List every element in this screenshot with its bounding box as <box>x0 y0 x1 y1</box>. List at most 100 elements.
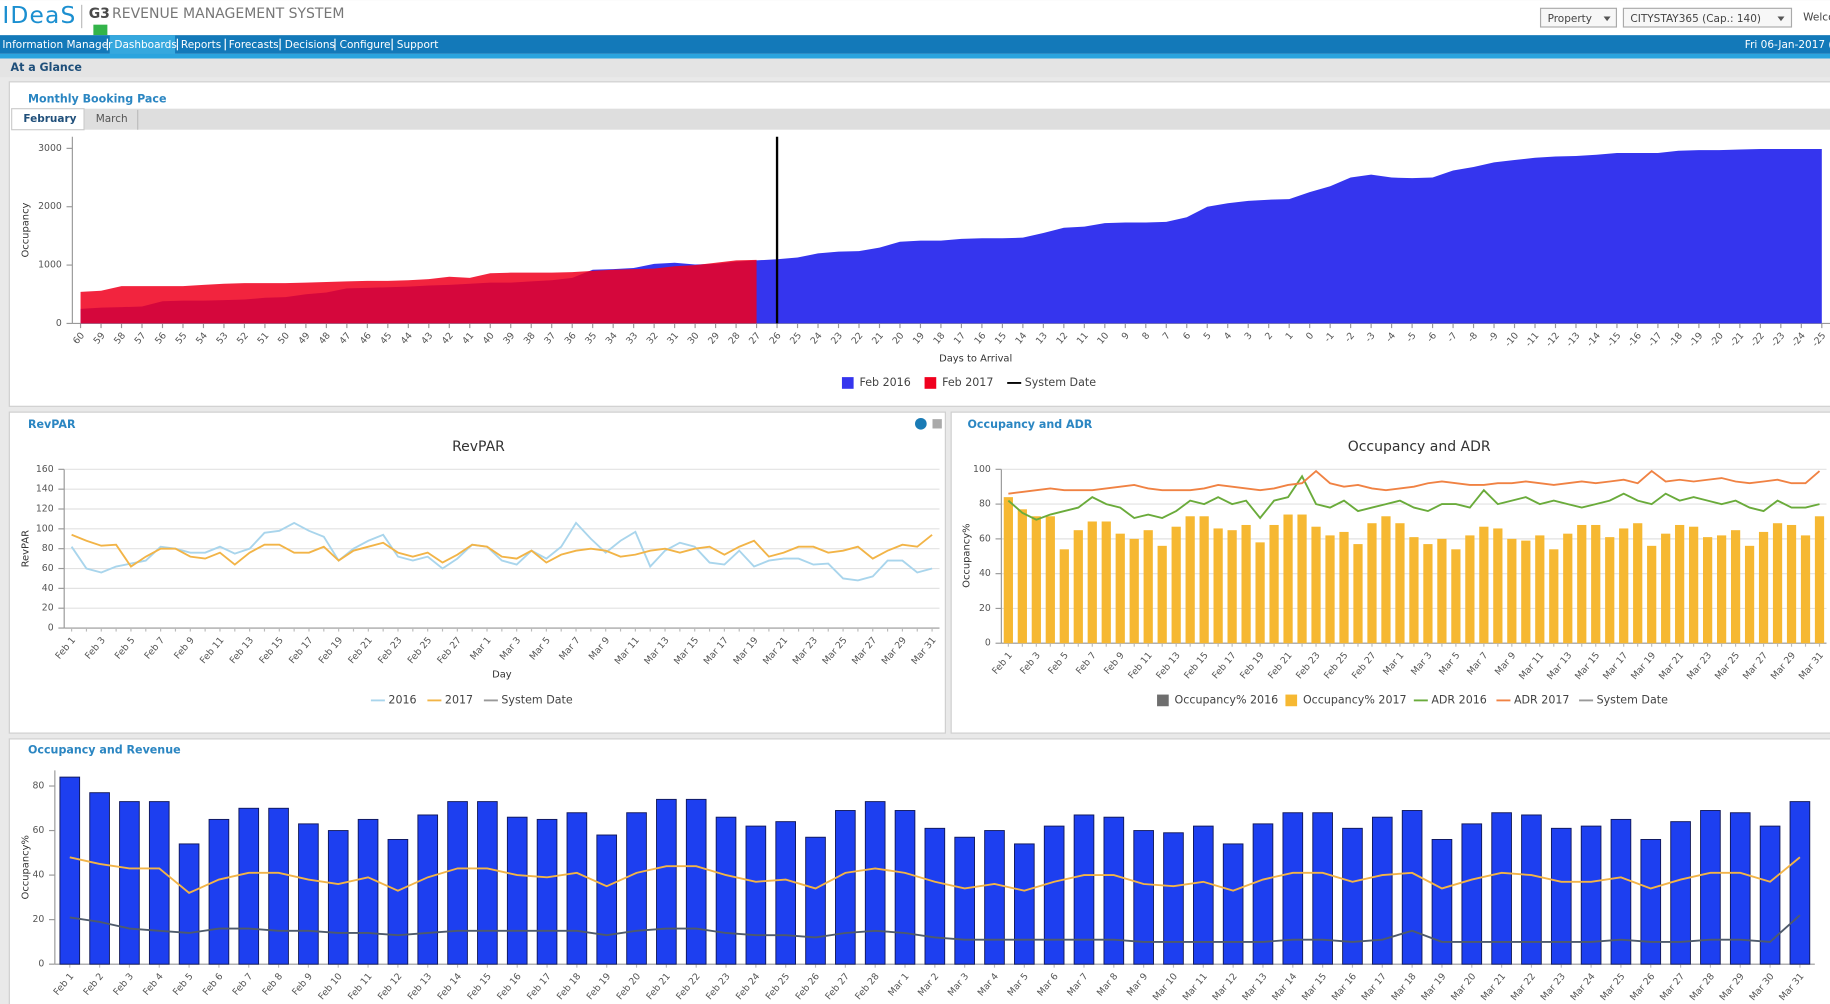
bar <box>506 816 528 965</box>
bar <box>1550 827 1572 965</box>
y-tick-label: 40 <box>32 870 44 881</box>
tab[interactable]: March <box>96 113 128 125</box>
bar <box>178 843 200 965</box>
y-tick-label: 60 <box>42 563 54 574</box>
bar <box>357 818 379 965</box>
property-select[interactable] <box>1539 7 1618 28</box>
bar <box>1003 497 1013 644</box>
y-tick-label: 40 <box>979 568 991 579</box>
legend-label: System Date <box>1597 693 1668 706</box>
legend-label: Feb 2016 <box>859 376 910 389</box>
legend-label: System Date <box>1025 376 1096 389</box>
nav-bar <box>0 35 1830 54</box>
dropdown-arrow <box>1777 16 1785 22</box>
tab-active[interactable] <box>11 108 85 131</box>
bar <box>1367 523 1377 644</box>
bar <box>1325 535 1335 644</box>
y-tick-label: 80 <box>979 499 991 510</box>
bar <box>1199 516 1209 644</box>
y-tick-label: 120 <box>36 504 54 515</box>
bar <box>1437 538 1447 644</box>
y-tick-label: 2000 <box>38 201 62 212</box>
bar <box>1381 516 1391 644</box>
property-select-label: Property <box>1548 13 1592 25</box>
y-tick-label: 40 <box>42 583 54 594</box>
bar <box>1282 812 1304 965</box>
y-tick-label: 60 <box>32 825 44 836</box>
property-value-select[interactable] <box>1622 7 1793 28</box>
nav-item[interactable]: Decisions <box>285 39 335 51</box>
y-tick-label: 3000 <box>38 143 62 154</box>
bar <box>1014 843 1035 965</box>
bar <box>1171 526 1181 644</box>
bar <box>1465 535 1475 644</box>
y-tick-label: 20 <box>979 603 991 614</box>
nav-item[interactable]: Configure <box>340 39 391 51</box>
nav-active <box>109 35 176 54</box>
y-tick-label: 0 <box>985 638 991 649</box>
bar <box>1297 514 1307 644</box>
bar <box>1814 516 1825 644</box>
line <box>70 521 933 582</box>
bar <box>119 801 140 965</box>
bar <box>1730 530 1741 644</box>
bar <box>387 838 409 965</box>
bar <box>1619 528 1629 644</box>
x-axis-label: Days to Arrival <box>939 353 1012 364</box>
help-icon[interactable] <box>915 417 927 430</box>
bar <box>1670 821 1691 965</box>
bar <box>268 807 289 965</box>
nav-item[interactable]: Support <box>397 39 439 51</box>
bar <box>1043 825 1065 965</box>
bar <box>596 834 618 965</box>
nav-item[interactable]: Forecasts <box>229 39 279 51</box>
y-tick-label: 0 <box>48 623 54 634</box>
panel <box>8 411 946 734</box>
legend-label: Feb 2017 <box>942 376 993 389</box>
bar <box>1101 521 1111 644</box>
page-title: At a Glance <box>11 61 82 74</box>
bar <box>1087 521 1097 644</box>
y-tick-label: 20 <box>32 914 44 925</box>
line <box>71 533 933 568</box>
bar <box>447 801 468 965</box>
bar <box>1157 545 1167 644</box>
bar <box>1143 530 1153 644</box>
bar <box>1729 812 1751 965</box>
bar <box>1577 524 1587 644</box>
bar <box>1759 825 1781 965</box>
bar <box>1786 524 1797 644</box>
bar <box>1521 814 1542 965</box>
bar <box>1311 526 1321 644</box>
legend-swatch <box>1157 694 1169 707</box>
bar <box>1640 838 1662 965</box>
bar <box>1401 810 1423 965</box>
bar <box>1758 531 1769 644</box>
x-tick-label: 8 <box>1140 330 1152 342</box>
nav-item[interactable]: Reports <box>181 39 221 51</box>
bar <box>417 814 439 965</box>
legend-label: Occupancy% 2016 <box>1175 693 1279 706</box>
bar <box>715 816 737 965</box>
area <box>80 148 1822 324</box>
y-tick-label: 20 <box>42 603 54 614</box>
bar <box>59 776 81 965</box>
bar <box>1395 523 1405 644</box>
y-tick-label: 160 <box>36 464 54 475</box>
nav-item[interactable]: Information Manager <box>2 39 113 51</box>
bar <box>1479 526 1489 644</box>
bar <box>1423 544 1433 644</box>
bar <box>298 823 319 965</box>
menu-icon[interactable] <box>932 419 942 429</box>
property-value: CITYSTAY365 (Cap.: 140) <box>1630 13 1761 25</box>
nav-item[interactable]: Dashboards <box>114 39 176 51</box>
bar <box>1507 538 1517 644</box>
x-tick-label: 7 <box>1161 330 1173 342</box>
y-axis-label: Occupancy <box>21 202 32 257</box>
y-tick-label: 1000 <box>38 260 62 271</box>
bar <box>1017 509 1027 644</box>
bar <box>148 801 170 965</box>
bar <box>1213 528 1223 644</box>
